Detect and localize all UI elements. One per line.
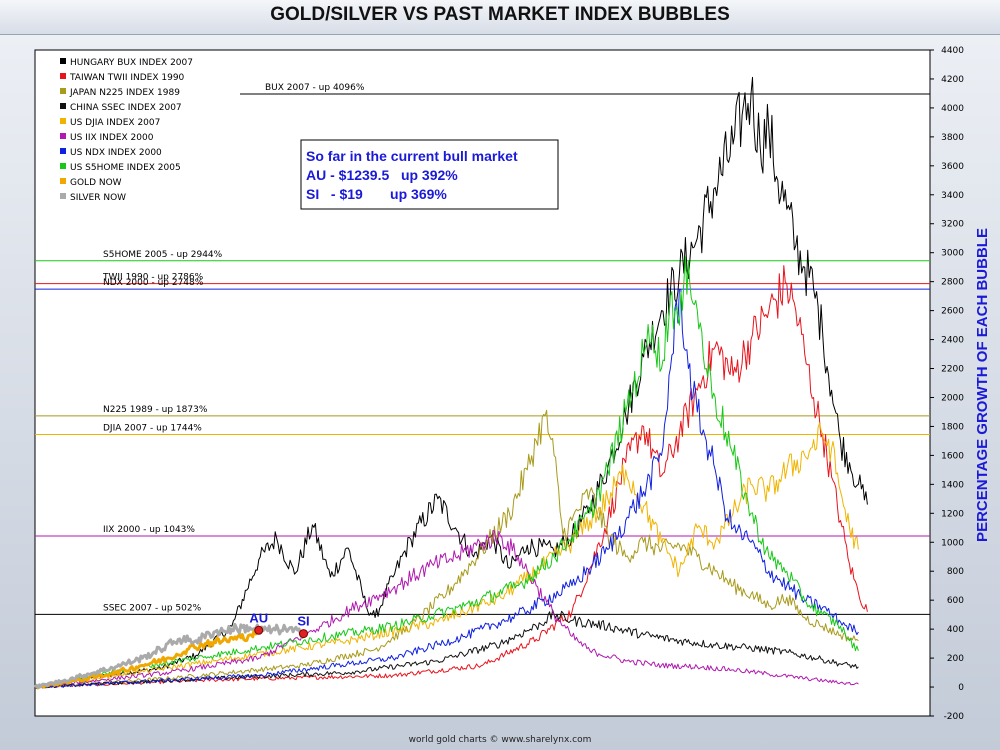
series-line <box>34 256 859 689</box>
legend-swatch <box>60 163 66 169</box>
series-line <box>34 627 261 690</box>
y-tick-label: 3200 <box>941 220 964 230</box>
legend-swatch <box>60 148 66 154</box>
reference-line-label: SSEC 2007 - up 502% <box>103 603 202 613</box>
y-axis-title: PERCENTAGE GROWTH OF EACH BUBBLE <box>974 228 991 542</box>
legend-item: CHINA SSEC INDEX 2007 <box>70 103 182 113</box>
reference-line-label: IIX 2000 - up 1043% <box>103 525 195 535</box>
annotations: AU SI <box>249 610 310 639</box>
marker-label: SI <box>297 614 309 629</box>
y-tick-label: 600 <box>947 596 964 606</box>
legend-item: US S5HOME INDEX 2005 <box>70 163 181 173</box>
reference-line-label: DJIA 2007 - up 1744% <box>103 424 202 434</box>
y-tick-label: 2000 <box>941 393 964 403</box>
marker-dot <box>299 629 308 639</box>
y-tick-label: -200 <box>944 712 965 722</box>
legend-item: TAIWAN TWII INDEX 1990 <box>69 73 185 83</box>
y-tick-label: 1800 <box>941 422 964 432</box>
title-bar: GOLD/SILVER VS PAST MARKET INDEX BUBBLES <box>0 0 1000 35</box>
legend-swatch <box>60 193 66 199</box>
y-tick-label: 2200 <box>941 365 964 375</box>
reference-line-label: NDX 2000 - up 2748% <box>103 278 204 288</box>
info-line-3: SI - $19 up 369% <box>306 186 447 202</box>
y-tick-label: 4200 <box>941 75 964 85</box>
reference-lines <box>35 93 930 615</box>
y-tick-label: 3400 <box>941 191 964 201</box>
legend-swatch <box>60 73 66 79</box>
y-tick-label: 200 <box>947 654 964 664</box>
series-line <box>34 422 859 688</box>
chart-title: GOLD/SILVER VS PAST MARKET INDEX BUBBLES <box>270 4 730 25</box>
legend: HUNGARY BUX INDEX 2007 TAIWAN TWII INDEX … <box>60 58 193 203</box>
legend-item: US DJIA INDEX 2007 <box>70 118 160 128</box>
legend-swatch <box>60 58 66 64</box>
legend-item: SILVER NOW <box>70 193 126 203</box>
y-tick-label: 3000 <box>941 249 964 259</box>
reference-line-label: BUX 2007 - up 4096% <box>265 83 365 93</box>
y-tick-label: 4000 <box>941 104 964 114</box>
legend-swatch <box>60 133 66 139</box>
y-tick-label: 3800 <box>941 133 964 143</box>
legend-item: JAPAN N225 INDEX 1989 <box>69 88 180 98</box>
y-tick-label: 2800 <box>941 278 964 288</box>
series-layer <box>33 76 868 690</box>
legend-swatch <box>60 118 66 124</box>
reference-line-label: N225 1989 - up 1873% <box>103 405 208 415</box>
legend-item: HUNGARY BUX INDEX 2007 <box>70 58 193 68</box>
y-tick-label: 400 <box>947 625 964 635</box>
series-line <box>34 288 859 689</box>
y-tick-label: 0 <box>958 683 964 693</box>
y-tick-label: 1600 <box>941 451 964 461</box>
y-tick-label: 800 <box>947 567 964 577</box>
y-tick-label: 1000 <box>941 538 964 548</box>
info-box-frame <box>300 139 559 210</box>
info-box: So far in the current bull market AU - $… <box>300 139 559 210</box>
info-line-2: AU - $1239.5 up 392% <box>306 167 458 183</box>
legend-item: US IIX INDEX 2000 <box>70 133 154 143</box>
legend-item: GOLD NOW <box>70 178 122 188</box>
reference-line-label: TWII 1990 - up 2786% <box>102 273 204 283</box>
y-tick-label: 4400 <box>941 46 964 56</box>
legend-swatch <box>60 178 66 184</box>
marker-dot <box>254 625 264 635</box>
reference-labels: BUX 2007 - up 4096% S5HOME 2005 - up 2944… <box>102 83 365 613</box>
legend-swatch <box>60 103 66 109</box>
series-line <box>34 530 859 688</box>
footer-credit: world gold charts © www.sharelynx.com <box>408 735 592 745</box>
y-tick-label: 2400 <box>941 336 964 346</box>
y-tick-label: 3600 <box>941 162 964 172</box>
y-tick-label: 1200 <box>941 509 964 519</box>
y-axis: -200 0 200 400 600 800 1000 1200 1400 1600 1800 200… <box>930 46 964 722</box>
marker-label: AU <box>249 610 268 625</box>
y-tick-label: 2600 <box>941 307 964 317</box>
reference-line-label: S5HOME 2005 - up 2944% <box>103 250 223 260</box>
legend-item: US NDX INDEX 2000 <box>70 148 162 158</box>
info-line-1: So far in the current bull market <box>306 148 518 164</box>
series-line <box>34 76 868 688</box>
legend-swatch <box>60 88 66 94</box>
y-tick-label: 1400 <box>941 480 964 490</box>
series-line <box>34 409 859 689</box>
